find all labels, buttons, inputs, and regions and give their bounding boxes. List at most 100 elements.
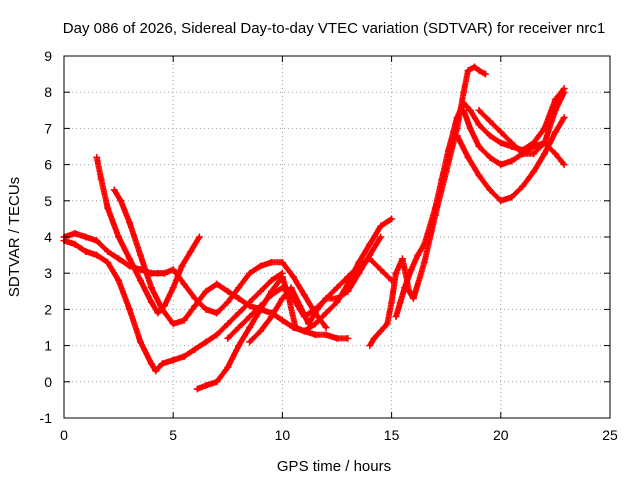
data-point (540, 150, 548, 158)
x-tick-label: 20 (493, 427, 509, 443)
data-point (213, 378, 221, 386)
data-point (169, 320, 177, 328)
data-point (224, 298, 232, 306)
data-point (224, 287, 232, 295)
data-point (97, 175, 105, 183)
data-point (136, 276, 144, 284)
data-point (278, 284, 286, 292)
data-point (117, 197, 125, 205)
data-point (187, 247, 195, 255)
data-point (560, 88, 568, 96)
data-point (246, 302, 254, 310)
data-point (388, 215, 396, 223)
data-point (540, 139, 548, 147)
data-point (136, 251, 144, 259)
data-point (213, 331, 221, 339)
data-point (300, 327, 308, 335)
data-point (407, 266, 415, 274)
data-point (530, 168, 538, 176)
data-point (71, 240, 79, 248)
data-series (60, 63, 568, 393)
data-point (344, 287, 352, 295)
data-point (235, 284, 243, 292)
grid-lines (64, 56, 610, 418)
data-point (460, 106, 468, 114)
data-point (289, 273, 297, 281)
data-point (414, 251, 422, 259)
data-point (202, 305, 210, 313)
data-point (420, 258, 428, 266)
data-point (71, 229, 79, 237)
data-point (453, 114, 461, 122)
data-point (126, 219, 134, 227)
data-point (235, 342, 243, 350)
data-point (292, 324, 300, 331)
data-point (519, 150, 527, 158)
data-point (370, 334, 378, 342)
y-tick-label: 9 (44, 48, 52, 64)
y-tick-label: -1 (40, 410, 53, 426)
x-tick-label: 15 (384, 427, 400, 443)
data-point (213, 309, 221, 317)
x-axis-label: GPS time / hours (277, 458, 391, 475)
data-point (202, 287, 210, 295)
data-point (551, 106, 559, 114)
data-point (93, 153, 101, 161)
axis-ticks: 0 5 10 15 20 25 -1 0 1 2 3 4 5 6 7 8 9 (40, 48, 618, 443)
data-point (460, 99, 468, 107)
data-point (333, 295, 341, 303)
y-tick-label: 3 (44, 265, 52, 281)
data-point (193, 385, 201, 393)
data-point (202, 381, 210, 389)
data-point (169, 266, 177, 274)
y-tick-label: 7 (44, 120, 52, 136)
data-point (278, 273, 286, 281)
data-point (158, 305, 166, 313)
y-tick-label: 0 (44, 374, 52, 390)
data-point (519, 182, 527, 190)
data-point (313, 305, 321, 313)
data-point (383, 320, 391, 328)
data-point (344, 334, 352, 342)
data-point (235, 295, 243, 303)
data-point (257, 287, 265, 295)
data-point (460, 88, 468, 96)
data-point (486, 186, 494, 194)
data-point (333, 334, 341, 342)
series-sat-d (110, 186, 352, 342)
data-point (551, 95, 559, 103)
data-point (311, 320, 319, 328)
data-point (147, 284, 155, 292)
data-point (300, 291, 308, 299)
data-point (115, 233, 123, 241)
data-point (278, 258, 286, 266)
data-point (508, 157, 516, 165)
x-tick-label: 0 (60, 427, 68, 443)
data-point (444, 146, 452, 154)
y-tick-label: 1 (44, 338, 52, 354)
data-point (377, 233, 385, 241)
data-point (497, 197, 505, 205)
series-sat-g (246, 233, 385, 346)
y-axis-label: SDTVAR / TECUs (6, 177, 23, 297)
data-point (508, 193, 516, 201)
data-point (195, 233, 203, 241)
data-point (235, 324, 243, 331)
data-point (497, 128, 505, 136)
data-point (278, 316, 286, 324)
series-sat-b (93, 153, 203, 317)
data-point (497, 139, 505, 147)
data-point (486, 132, 494, 140)
x-tick-label: 25 (602, 427, 618, 443)
data-point (431, 204, 439, 212)
y-tick-label: 4 (44, 229, 52, 245)
data-point (169, 356, 177, 364)
data-point (257, 262, 265, 270)
data-point (396, 298, 404, 306)
y-tick-label: 8 (44, 84, 52, 100)
data-point (551, 128, 559, 136)
data-point (257, 302, 265, 310)
data-point (104, 247, 112, 255)
data-point (438, 175, 446, 183)
data-point (482, 70, 490, 78)
